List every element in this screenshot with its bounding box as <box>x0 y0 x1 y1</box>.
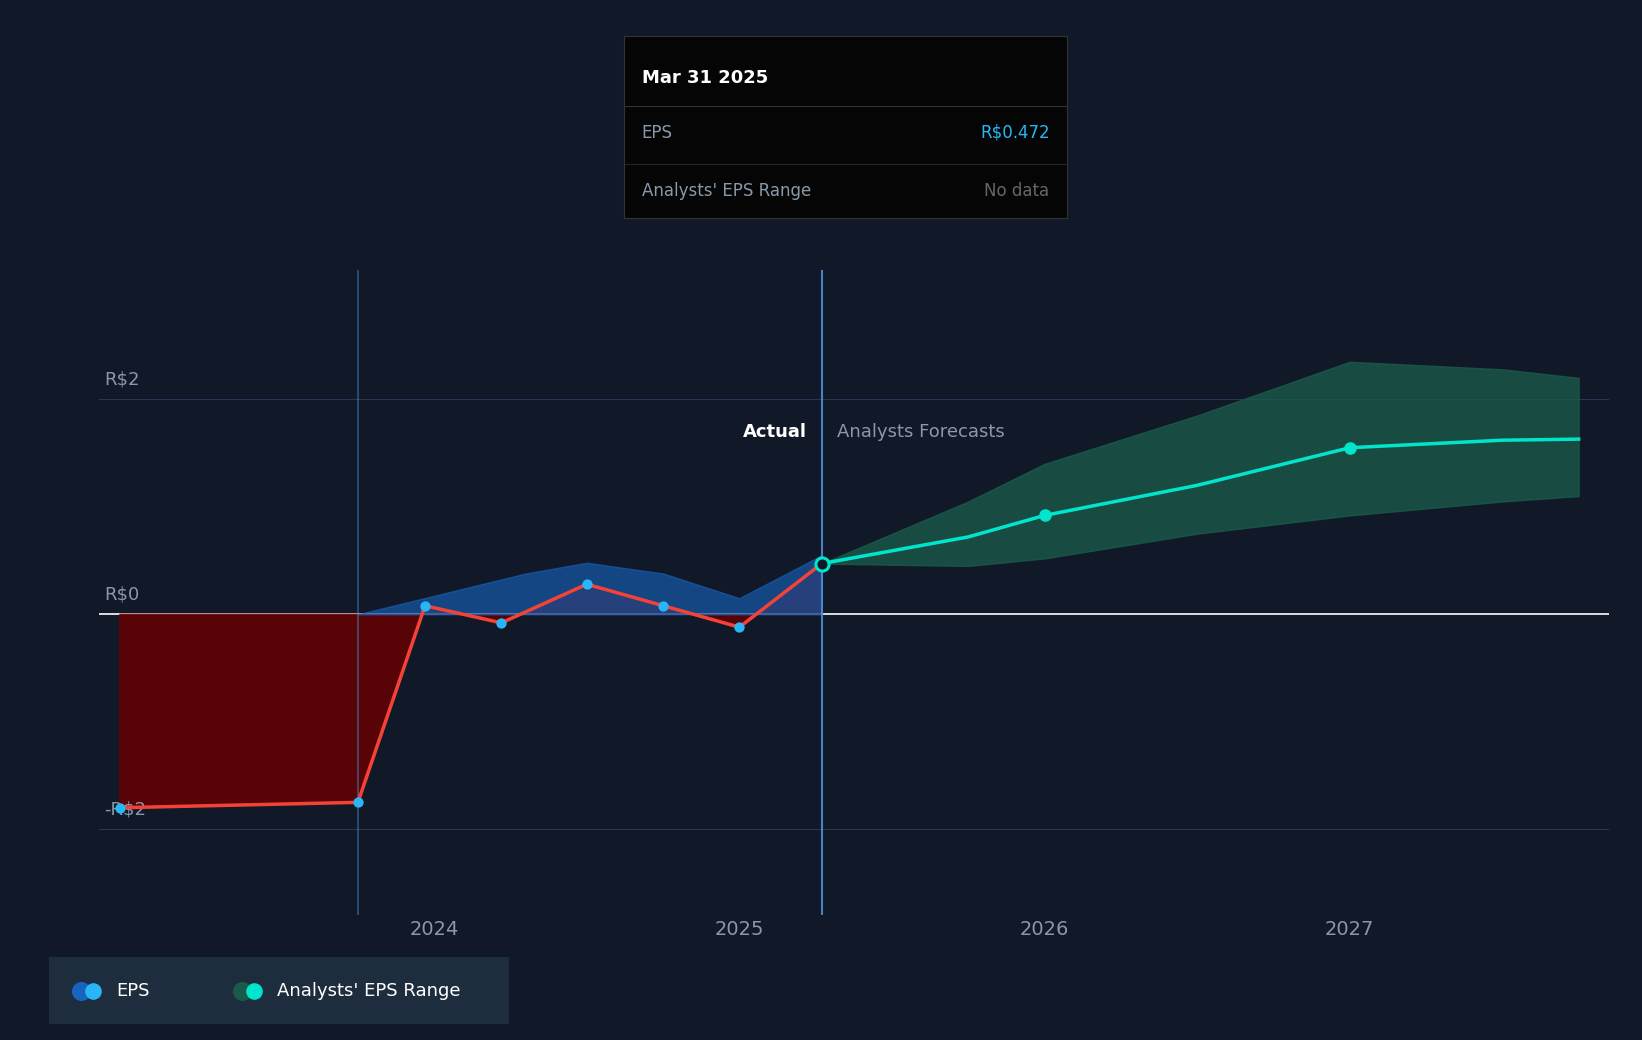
Text: R$0: R$0 <box>105 586 140 603</box>
Point <box>663 675 690 692</box>
Text: Analysts Forecasts: Analysts Forecasts <box>837 423 1005 441</box>
Point <box>107 800 133 816</box>
Text: -R$2: -R$2 <box>105 801 146 818</box>
Text: R$2: R$2 <box>105 370 140 389</box>
Point <box>808 555 834 572</box>
Point <box>650 597 677 614</box>
Point <box>726 619 752 635</box>
Point <box>488 615 514 631</box>
Point <box>1031 508 1057 524</box>
Text: R$0.472: R$0.472 <box>980 124 1049 141</box>
Text: EPS: EPS <box>642 124 673 141</box>
Text: Analysts' EPS Range: Analysts' EPS Range <box>277 982 460 999</box>
Point <box>412 597 438 614</box>
Text: No data: No data <box>985 182 1049 200</box>
Point <box>573 576 599 593</box>
Text: Analysts' EPS Range: Analysts' EPS Range <box>642 182 811 200</box>
Point <box>558 675 585 692</box>
Point <box>1337 439 1363 456</box>
Text: Actual: Actual <box>742 423 806 441</box>
Text: Mar 31 2025: Mar 31 2025 <box>642 69 768 87</box>
Text: EPS: EPS <box>117 982 149 999</box>
Point <box>345 795 371 811</box>
Point <box>808 555 834 572</box>
